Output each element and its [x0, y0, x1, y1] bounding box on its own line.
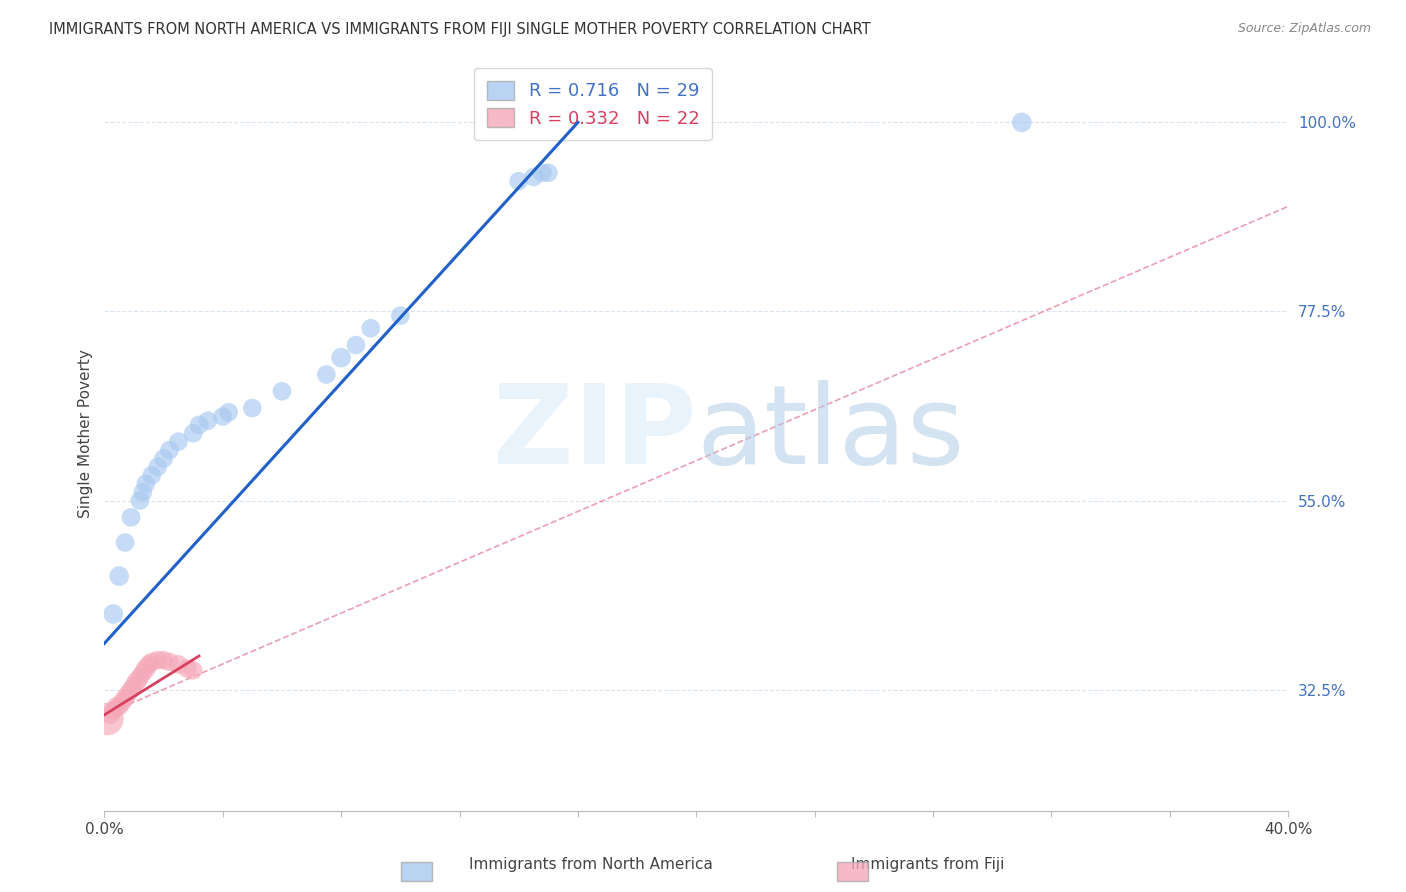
Point [218, 405, 240, 419]
Point [135, 662, 157, 676]
Point [271, 384, 294, 399]
Point [122, 678, 145, 692]
Point [108, 699, 131, 714]
Point [138, 657, 160, 672]
Point [344, 338, 367, 352]
Point [188, 417, 211, 432]
Point [125, 674, 148, 689]
Point [240, 401, 263, 415]
Point [128, 670, 150, 684]
Point [132, 485, 155, 500]
Point [103, 704, 125, 718]
Point [508, 174, 530, 188]
Point [152, 451, 174, 466]
Y-axis label: Single Mother Poverty: Single Mother Poverty [79, 349, 93, 517]
Point [141, 655, 163, 669]
Point [141, 468, 163, 483]
Point [111, 695, 134, 709]
Point [197, 414, 219, 428]
Point [105, 699, 128, 714]
Point [159, 443, 181, 458]
Point [114, 535, 136, 549]
Point [146, 459, 169, 474]
Point [114, 691, 136, 706]
Point [96, 712, 118, 726]
Point [135, 476, 157, 491]
Point [360, 321, 382, 335]
Point [1011, 115, 1033, 129]
Point [522, 169, 544, 184]
Point [389, 309, 412, 323]
Point [531, 166, 554, 180]
Point [103, 607, 125, 621]
Legend: R = 0.716   N = 29, R = 0.332   N = 22: R = 0.716 N = 29, R = 0.332 N = 22 [474, 68, 711, 140]
Point [117, 687, 139, 701]
Point [159, 655, 181, 669]
Point [146, 653, 169, 667]
Point [128, 493, 150, 508]
Point [181, 663, 204, 677]
Point [132, 665, 155, 680]
Point [120, 682, 142, 697]
Point [330, 351, 353, 365]
Point [181, 426, 204, 441]
Point [98, 707, 121, 722]
Point [315, 368, 337, 382]
Point [120, 510, 142, 524]
Point [152, 653, 174, 667]
Point [108, 569, 131, 583]
Text: atlas: atlas [696, 380, 965, 487]
Point [167, 657, 190, 672]
Point [176, 662, 198, 676]
Point [537, 166, 560, 180]
Text: Source: ZipAtlas.com: Source: ZipAtlas.com [1237, 22, 1371, 36]
Point [167, 434, 190, 449]
Text: Immigrants from North America: Immigrants from North America [468, 857, 713, 872]
Point [211, 409, 233, 424]
Text: Immigrants from Fiji: Immigrants from Fiji [851, 857, 1005, 872]
Text: IMMIGRANTS FROM NORTH AMERICA VS IMMIGRANTS FROM FIJI SINGLE MOTHER POVERTY CORR: IMMIGRANTS FROM NORTH AMERICA VS IMMIGRA… [49, 22, 870, 37]
Text: ZIP: ZIP [494, 380, 696, 487]
